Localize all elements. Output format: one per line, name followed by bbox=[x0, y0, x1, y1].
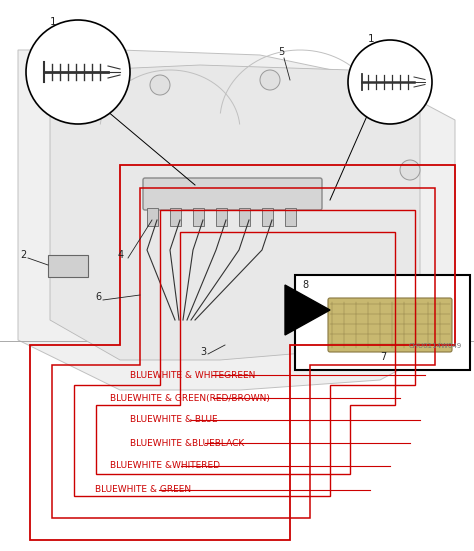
Text: CHU0114W049: CHU0114W049 bbox=[409, 343, 462, 349]
Text: 4: 4 bbox=[118, 250, 124, 260]
Bar bbox=[295, 275, 470, 370]
Bar bbox=[48, 255, 88, 277]
Text: 2: 2 bbox=[20, 250, 26, 260]
FancyBboxPatch shape bbox=[143, 178, 322, 210]
Bar bbox=[216, 208, 227, 226]
Bar bbox=[193, 208, 204, 226]
Bar bbox=[285, 208, 296, 226]
Bar bbox=[170, 208, 181, 226]
Circle shape bbox=[260, 70, 280, 90]
Text: 1: 1 bbox=[50, 17, 56, 27]
Text: 6: 6 bbox=[95, 292, 101, 302]
Polygon shape bbox=[285, 285, 330, 335]
Circle shape bbox=[150, 75, 170, 95]
Text: BLUEWHITE & GREEN: BLUEWHITE & GREEN bbox=[95, 485, 191, 494]
Text: 7: 7 bbox=[380, 352, 386, 362]
Circle shape bbox=[85, 100, 105, 120]
Circle shape bbox=[348, 40, 432, 124]
Text: BLUEWHITE &BLUEBLACK: BLUEWHITE &BLUEBLACK bbox=[130, 439, 244, 447]
Text: BLUEWHITE & WHITEGREEN: BLUEWHITE & WHITEGREEN bbox=[130, 370, 255, 380]
Circle shape bbox=[400, 160, 420, 180]
Circle shape bbox=[360, 90, 380, 110]
Bar bbox=[147, 208, 158, 226]
Text: 5: 5 bbox=[278, 47, 284, 57]
Text: BLUEWHITE &WHITERED: BLUEWHITE &WHITERED bbox=[110, 462, 220, 471]
Bar bbox=[239, 208, 250, 226]
Polygon shape bbox=[50, 65, 420, 360]
Text: BLUEWHITE & GREEN(RED/BROWN): BLUEWHITE & GREEN(RED/BROWN) bbox=[110, 393, 270, 402]
Text: 1: 1 bbox=[368, 34, 374, 44]
Text: 3: 3 bbox=[200, 347, 206, 357]
Text: 8: 8 bbox=[302, 280, 308, 290]
FancyBboxPatch shape bbox=[328, 298, 452, 352]
Polygon shape bbox=[18, 50, 455, 390]
Bar bbox=[262, 208, 273, 226]
Text: BLUEWHITE & BLUE: BLUEWHITE & BLUE bbox=[130, 415, 218, 424]
Circle shape bbox=[26, 20, 130, 124]
